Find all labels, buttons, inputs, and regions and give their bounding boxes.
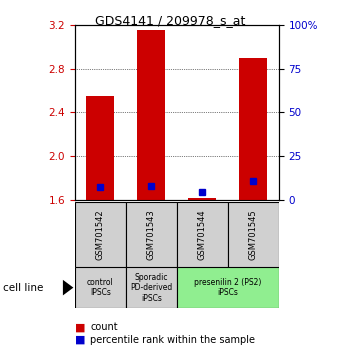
Polygon shape — [63, 280, 73, 295]
Bar — [75, 267, 126, 308]
Bar — [188, 198, 216, 200]
Text: GDS4141 / 209978_s_at: GDS4141 / 209978_s_at — [95, 14, 245, 27]
Text: control
IPSCs: control IPSCs — [87, 278, 114, 297]
Bar — [126, 202, 177, 267]
Bar — [126, 267, 177, 308]
Bar — [177, 267, 279, 308]
Text: GSM701545: GSM701545 — [249, 209, 258, 260]
Bar — [137, 30, 165, 200]
Text: cell line: cell line — [3, 282, 44, 293]
Text: count: count — [90, 322, 118, 332]
Text: ■: ■ — [75, 322, 85, 332]
Bar — [75, 202, 126, 267]
Text: percentile rank within the sample: percentile rank within the sample — [90, 335, 255, 345]
Bar — [177, 202, 228, 267]
Text: GSM701544: GSM701544 — [198, 209, 207, 260]
Text: GSM701543: GSM701543 — [147, 209, 156, 260]
Bar — [86, 96, 114, 200]
Text: GSM701542: GSM701542 — [96, 209, 105, 260]
Bar — [239, 58, 267, 200]
Text: ■: ■ — [75, 335, 85, 345]
Bar — [228, 202, 279, 267]
Text: presenilin 2 (PS2)
iPSCs: presenilin 2 (PS2) iPSCs — [194, 278, 261, 297]
Text: Sporadic
PD-derived
iPSCs: Sporadic PD-derived iPSCs — [130, 273, 172, 303]
